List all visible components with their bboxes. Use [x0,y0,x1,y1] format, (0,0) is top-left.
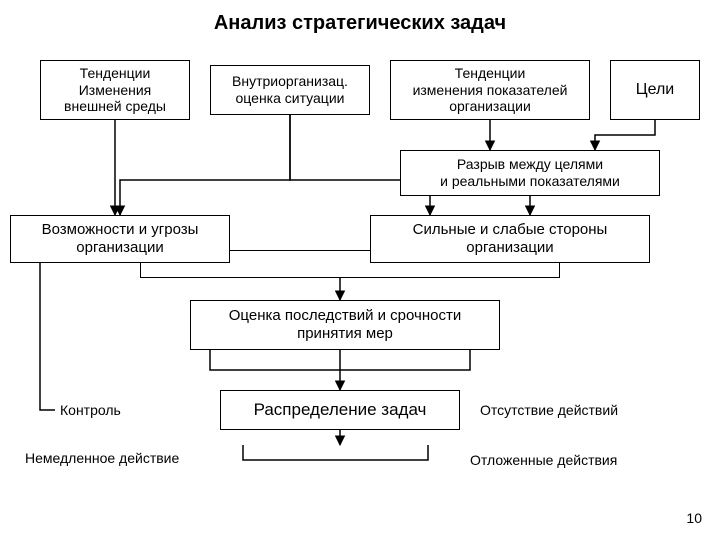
edge-4 [595,120,655,150]
node-gap-label: Разрыв между целямии реальными показател… [440,156,620,190]
node-noaction-label: Отсутствие действий [480,402,618,418]
node-org_trends: Тенденцииизменения показателейорганизаци… [390,60,590,120]
node-delayed: Отложенные действия [470,450,670,470]
node-immediate: Немедленное действие [25,448,225,468]
node-assess: Оценка последствий и срочностипринятия м… [190,300,500,350]
node-immediate-label: Немедленное действие [25,450,179,466]
node-goals: Цели [610,60,700,120]
edge-10 [243,445,428,460]
node-gap: Разрыв между целямии реальными показател… [400,150,660,196]
node-noaction: Отсутствие действий [480,400,680,420]
node-dist: Распределение задач [220,390,460,430]
node-opp_threats-label: Возможности и угрозыорганизации [42,221,199,257]
node-assess-label: Оценка последствий и срочностипринятия м… [229,307,461,343]
node-delayed-label: Отложенные действия [470,452,617,468]
node-ext_trends: ТенденцииИзменениявнешней среды [40,60,190,120]
slide-number: 10 [686,510,702,526]
edge-1 [120,115,290,215]
node-opp_threats: Возможности и угрозыорганизации [10,215,230,263]
node-ext_trends-label: ТенденцииИзменениявнешней среды [64,65,166,115]
node-internal-label: Внутриорганизац.оценка ситуации [232,73,348,107]
edge-11 [40,250,140,410]
node-org_trends-label: Тенденцииизменения показателейорганизаци… [413,65,568,115]
node-goals-label: Цели [636,80,674,99]
edge-8 [210,350,470,370]
node-dist-label: Распределение задач [254,400,427,420]
node-control-label: Контроль [60,402,121,418]
node-strengths: Сильные и слабые стороныорганизации [370,215,650,263]
diagram-title: Анализ стратегических задач [160,12,560,35]
node-control: Контроль [60,400,170,420]
node-strengths-label: Сильные и слабые стороныорганизации [413,221,608,257]
node-internal: Внутриорганизац.оценка ситуации [210,65,370,115]
diagram-stage: Анализ стратегических задач ТенденцииИзм… [0,0,720,540]
